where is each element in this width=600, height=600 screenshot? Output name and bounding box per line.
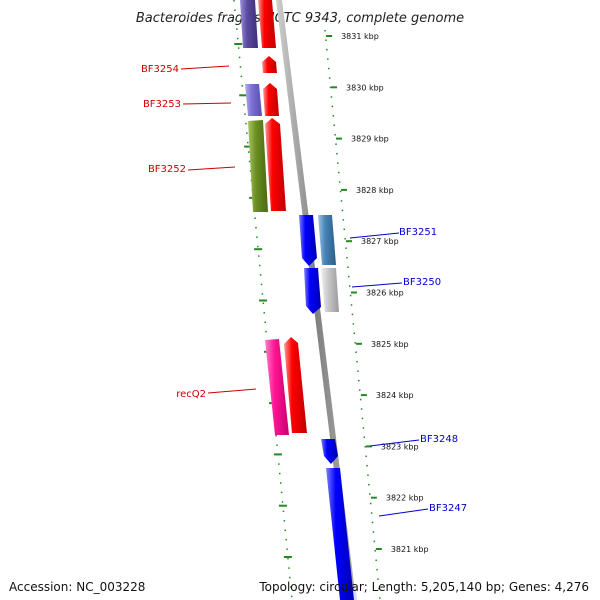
gene-BF3251-block [318, 215, 336, 265]
leader-BF3251 [349, 232, 400, 239]
gene-BF3253-arrow [263, 83, 279, 116]
gene-BF3252-block [248, 120, 268, 212]
ruler-labels: 3831 kbp 3830 kbp 3829 kbp 3828 kbp 3827 kbp… [341, 32, 428, 554]
leader-recQ2 [207, 388, 257, 394]
gene-recQ2-block [265, 339, 289, 435]
map-title: Bacteroides fragilis NCTC 9343, complete… [136, 11, 464, 26]
gene-BF3254-arrow [262, 56, 277, 73]
gene-BF3247-arrow [326, 468, 354, 600]
gene-label-BF3251: BF3251 [399, 227, 437, 238]
gene-label-BF3253: BF3253 [143, 99, 181, 110]
gene-label-BF3254: BF3254 [141, 64, 179, 75]
ruler-label: 3822 kbp [386, 494, 424, 503]
gene-block-purple-top [240, 0, 258, 48]
ruler-label: 3824 kbp [376, 391, 414, 400]
accession-text: Accession: NC_003228 [9, 580, 146, 594]
ruler-label: 3821 kbp [391, 545, 429, 554]
gene-label-BF3247: BF3247 [429, 503, 467, 514]
ruler-label: 3828 kbp [356, 186, 394, 195]
gene-label-BF3248: BF3248 [420, 434, 458, 445]
ruler-label: 3825 kbp [371, 340, 409, 349]
leader-BF3247 [378, 508, 429, 517]
ruler-label: 3827 kbp [361, 237, 399, 246]
gene-BF3252-arrow [265, 118, 286, 211]
gene-BF3250-arrow [304, 268, 321, 314]
gene-BF3253-block [245, 84, 262, 116]
ruler-label: 3829 kbp [351, 135, 389, 144]
gene-recQ2-arrow [284, 337, 307, 433]
ruler-label: 3831 kbp [341, 32, 379, 41]
leader-BF3252 [187, 166, 236, 171]
ruler-label: 3823 kbp [381, 442, 419, 451]
ruler-label: 3826 kbp [366, 289, 404, 298]
leader-BF3254 [180, 65, 230, 70]
gene-label-BF3250: BF3250 [403, 277, 441, 288]
topology-text: Topology: circular; Length: 5,205,140 bp… [259, 580, 589, 594]
gene-BF3248-arrow [321, 439, 338, 464]
gene-label-recQ2: recQ2 [176, 389, 206, 400]
gene-BF3251-arrow [299, 215, 317, 266]
leader-BF3248 [369, 439, 420, 447]
gene-label-BF3252: BF3252 [148, 164, 186, 175]
ruler-label: 3830 kbp [346, 83, 384, 92]
leader-BF3253 [182, 102, 232, 105]
gene-BF3250-block [321, 268, 339, 312]
gene-block-red-top [258, 0, 276, 48]
outer-ruler-track [324, 29, 381, 600]
leader-BF3250 [351, 282, 403, 288]
